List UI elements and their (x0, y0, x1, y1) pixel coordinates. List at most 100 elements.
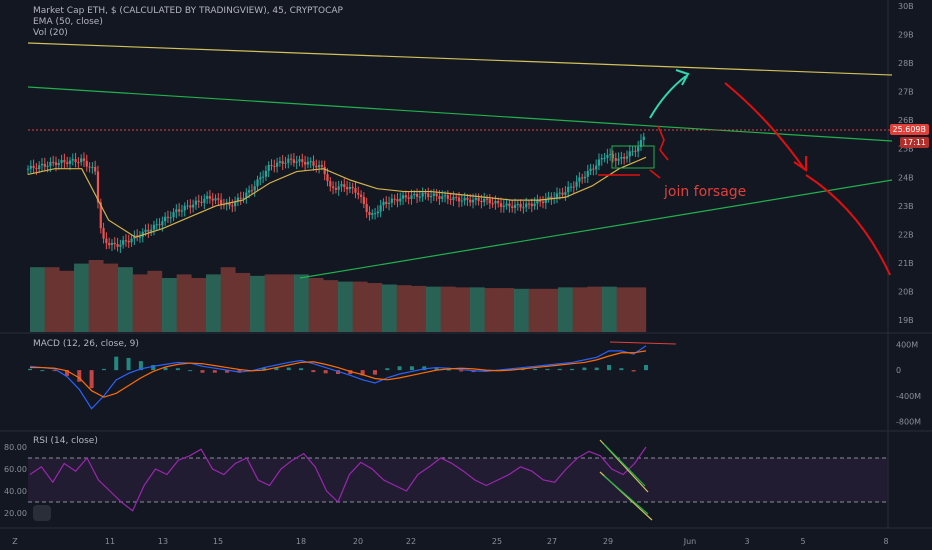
candle-body (628, 151, 631, 157)
candle-body (516, 203, 519, 205)
candle-body (457, 197, 461, 202)
candle-body (575, 181, 578, 187)
candle-body (410, 195, 413, 199)
candle-body (469, 199, 472, 203)
candle-body (385, 201, 388, 205)
candle-body (138, 236, 142, 238)
candle-body (435, 193, 438, 197)
candle-body (113, 242, 116, 245)
candle-body (35, 168, 38, 170)
candle-body (183, 205, 186, 211)
symbol-title[interactable]: Market Cap ETH, $ (CALCULATED BY TRADING… (33, 6, 343, 16)
candle-body (253, 186, 256, 191)
candle-body (527, 203, 531, 205)
candle-body (200, 201, 203, 203)
candle-body (144, 229, 147, 232)
volume-bar (30, 267, 45, 332)
candle-body (231, 205, 234, 207)
macd-histogram-bar (533, 368, 538, 371)
candle-body (449, 198, 452, 200)
macd-histogram-bar (126, 357, 131, 371)
candle-body (203, 198, 206, 203)
rsi-legend[interactable]: RSI (14, close) (33, 436, 98, 446)
candle-body (393, 198, 396, 200)
candle-body (614, 158, 617, 161)
candle-body (606, 155, 609, 158)
candle-body (96, 171, 100, 203)
macd-histogram-bar (311, 370, 316, 373)
macd-legend[interactable]: MACD (12, 26, close, 9) (33, 339, 139, 349)
candle-body (273, 165, 276, 167)
macd-histogram-bar (77, 370, 82, 382)
candle-body (301, 159, 304, 163)
volume-bar (587, 286, 603, 332)
tradingview-logo-icon[interactable] (33, 505, 51, 521)
candle-body (589, 168, 592, 172)
candle-body (130, 238, 133, 243)
candle-body (169, 217, 172, 219)
candle-body (52, 161, 55, 163)
time-tick-label: 8 (883, 537, 888, 546)
candle-body (567, 186, 570, 193)
forecast-arrow-down (724, 82, 806, 171)
time-tick-label: 27 (547, 537, 557, 546)
candle-body (85, 160, 88, 167)
candle-body (312, 161, 315, 166)
volume-bar (59, 270, 75, 332)
candle-body (208, 196, 212, 199)
volume-bar (572, 287, 588, 332)
candle-body (525, 203, 528, 208)
candle-body (471, 199, 475, 203)
candle-body (345, 187, 349, 190)
candle-body (77, 162, 80, 164)
vol-legend[interactable]: Vol (20) (33, 28, 68, 38)
candle-body (331, 186, 335, 188)
macd-histogram-bar (40, 370, 45, 372)
volume-bar (279, 274, 295, 332)
macd-histogram-bar (409, 366, 414, 371)
macd-trend-line (609, 341, 677, 345)
macd-histogram-bar (594, 367, 599, 371)
price-tag: 25.609B (889, 124, 929, 135)
candle-body (642, 136, 645, 141)
macd-histogram-bar (163, 367, 168, 371)
candle-body (166, 216, 170, 218)
macd-histogram-bar (545, 368, 550, 371)
candle-body (211, 198, 214, 201)
candle-body (276, 162, 279, 167)
candle-body (108, 243, 111, 246)
macd-histogram-bar (607, 365, 612, 371)
candle-body (634, 150, 637, 152)
candle-body (427, 193, 430, 198)
candle-body (399, 198, 402, 202)
candle-body (122, 240, 125, 245)
candle-body (38, 165, 41, 170)
candle-body (387, 202, 391, 205)
candle-body (82, 158, 86, 161)
candle-body (578, 177, 581, 182)
ema-legend[interactable]: EMA (50, close) (33, 17, 103, 27)
macd-histogram-bar (52, 370, 57, 372)
candle-body (152, 224, 156, 230)
candle-body (637, 147, 640, 152)
time-tick-label: 5 (800, 537, 805, 546)
volume-bar (88, 260, 104, 332)
candle-body (438, 196, 441, 199)
candle-body (564, 192, 567, 195)
macd-tick-label: 0 (896, 366, 901, 375)
candle-body (217, 198, 220, 200)
candle-body (164, 216, 167, 222)
candle-body (220, 199, 223, 205)
candle-body (94, 166, 97, 172)
macd-histogram-bar (212, 370, 217, 373)
macd-histogram-bar (385, 368, 390, 371)
volume-bar (162, 278, 177, 332)
candle-body (600, 158, 603, 160)
macd-tick-label: 400M (896, 340, 918, 349)
candle-body (443, 195, 447, 197)
candle-body (371, 213, 374, 215)
candle-body (127, 240, 130, 243)
candle-body (298, 159, 301, 162)
macd-histogram-bar (200, 370, 205, 373)
candle-body (365, 203, 368, 213)
